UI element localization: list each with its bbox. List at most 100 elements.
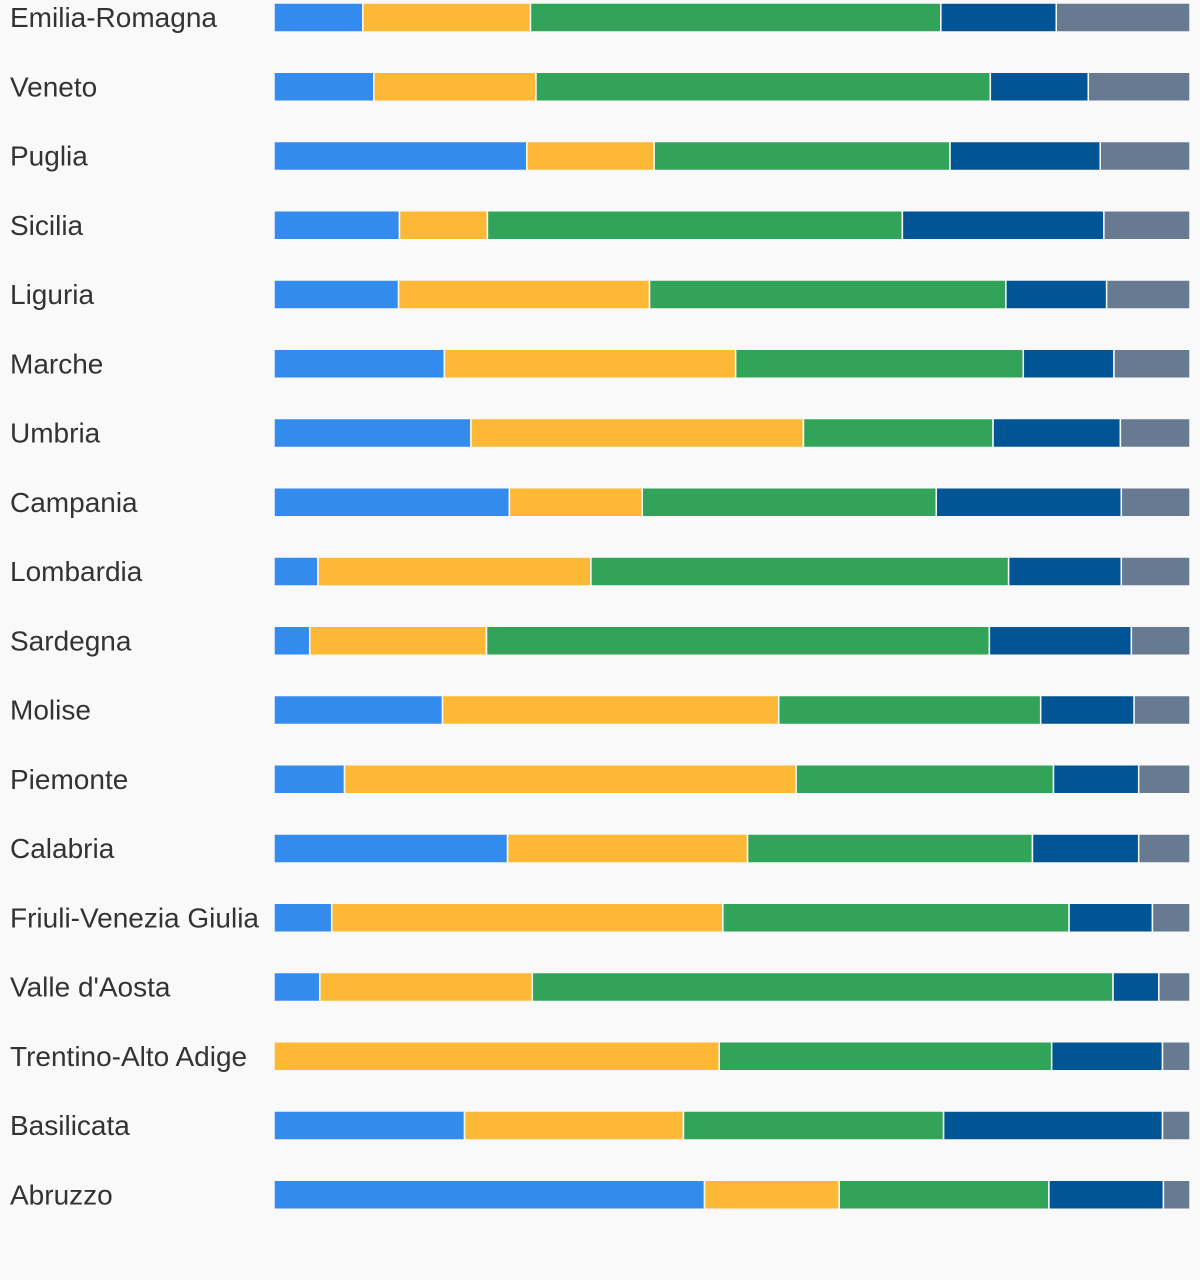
bar-segment <box>1133 694 1191 726</box>
bar-segment <box>1119 417 1191 449</box>
category-label: Sardegna <box>10 625 132 656</box>
bar-segment <box>273 140 528 172</box>
bar-segment <box>506 833 749 864</box>
bar-segment <box>398 210 489 241</box>
bar-segment <box>319 971 534 1003</box>
bar-segment <box>1162 1179 1191 1210</box>
bar-segment <box>1099 140 1191 172</box>
bar-segment <box>317 556 592 587</box>
bar-segment <box>441 694 780 726</box>
bar-row <box>273 210 1191 241</box>
bar-segment <box>397 279 651 310</box>
bar-segment <box>273 764 346 795</box>
bar-segment <box>486 210 904 241</box>
bar-segment <box>1005 279 1108 310</box>
bar-segment <box>529 2 942 33</box>
bar-segment <box>273 902 333 933</box>
bar-segment <box>273 2 364 33</box>
bar-segment <box>470 417 805 449</box>
bar-segment <box>273 1179 706 1210</box>
bar-segment <box>273 1110 466 1141</box>
bar-segment <box>463 1110 685 1141</box>
bar-segment <box>273 1041 720 1072</box>
bar-segment <box>273 971 321 1003</box>
bar-row <box>273 2 1191 33</box>
bar-segment <box>273 556 319 587</box>
bar-segment <box>273 833 509 864</box>
bar-segment <box>703 1179 840 1210</box>
category-label: Veneto <box>10 71 97 102</box>
bar-segment <box>1022 348 1115 379</box>
bar-segment <box>682 1110 945 1141</box>
category-label: Molise <box>10 695 91 726</box>
bar-segment <box>1103 210 1191 241</box>
bar-row <box>273 417 1191 449</box>
bar-row <box>273 1110 1191 1141</box>
bar-segment <box>273 348 446 379</box>
bar-segment <box>1120 556 1191 587</box>
bar-segment <box>330 902 724 933</box>
category-labels: Emilia-Romagna Veneto Puglia Sicilia Liguria… <box>10 2 259 1210</box>
category-label: Valle d'Aosta <box>10 972 171 1003</box>
category-label: Marche <box>10 348 103 379</box>
bar-segment <box>746 833 1034 864</box>
bar-row <box>273 971 1191 1003</box>
bar-row <box>273 902 1191 933</box>
bar-segment <box>641 487 938 518</box>
bar-segment <box>722 902 1070 933</box>
bar-row <box>273 833 1191 864</box>
bar-row <box>273 279 1191 310</box>
bar-segment <box>1039 694 1135 726</box>
bar-segment <box>373 71 537 102</box>
bar-segment <box>273 210 401 241</box>
category-label: Sicilia <box>10 210 84 241</box>
bar-segment <box>988 625 1133 656</box>
category-label: Calabria <box>10 833 115 864</box>
bar-segment <box>949 140 1101 172</box>
category-label: Puglia <box>10 141 88 172</box>
bar-segment <box>273 625 311 656</box>
bar-segment <box>485 625 991 656</box>
bar-segment <box>1113 348 1191 379</box>
bar-segment <box>1137 833 1191 864</box>
category-label: Abruzzo <box>10 1179 113 1210</box>
bar-segment <box>992 417 1122 449</box>
bar-row <box>273 694 1191 726</box>
bar-segment <box>273 279 400 310</box>
bar-segment <box>1048 1179 1165 1210</box>
bar-segment <box>1161 1110 1191 1141</box>
category-label: Liguria <box>10 279 94 310</box>
bar-segment <box>535 71 992 102</box>
category-label: Campania <box>10 487 138 518</box>
bar-row <box>273 556 1191 587</box>
bar-segment <box>1052 764 1140 795</box>
category-label: Friuli-Venezia Giulia <box>10 902 259 933</box>
category-label: Piemonte <box>10 764 128 795</box>
bar-segment <box>273 417 472 449</box>
bar-row <box>273 1041 1191 1072</box>
bar-segment <box>273 71 375 102</box>
bar-segment <box>1068 902 1154 933</box>
bar-segment <box>531 971 1114 1003</box>
bar-row <box>273 487 1191 518</box>
bar-segment <box>443 348 737 379</box>
bar-segment <box>1031 833 1140 864</box>
bar-segment <box>648 279 1007 310</box>
bar-segment <box>273 694 444 726</box>
bar-segment <box>1105 279 1191 310</box>
bar-segment <box>1158 971 1191 1003</box>
category-label: Lombardia <box>10 556 143 587</box>
bar-segment <box>653 140 951 172</box>
bar-segment <box>273 487 511 518</box>
category-label: Emilia-Romagna <box>10 2 217 33</box>
bar-row <box>273 764 1191 795</box>
bar-segment <box>526 140 655 172</box>
bar-segment <box>940 2 1058 33</box>
bar-segment <box>308 625 488 656</box>
bar-segment <box>1055 2 1191 33</box>
bar-segment <box>508 487 643 518</box>
bar-row <box>273 1179 1191 1210</box>
bar-segment <box>734 348 1025 379</box>
bar-segment <box>989 71 1090 102</box>
